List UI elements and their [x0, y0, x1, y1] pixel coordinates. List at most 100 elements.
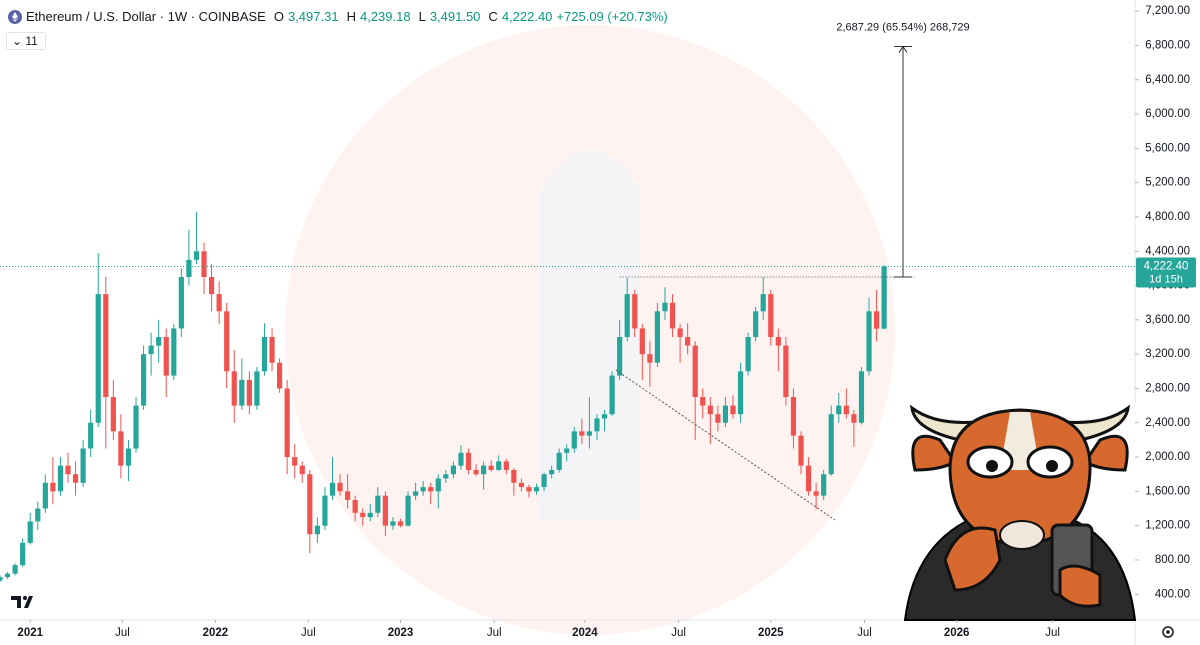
candle-body	[866, 311, 872, 372]
candle-body	[163, 337, 169, 376]
candle-body	[609, 375, 615, 415]
candle-body	[329, 482, 336, 496]
gear-center	[1166, 630, 1170, 634]
candle-body	[284, 388, 290, 458]
candle-body	[692, 345, 698, 398]
candle-body	[458, 452, 464, 466]
y-tick-label: 6,000.00	[1145, 108, 1190, 120]
candle-body	[669, 302, 676, 329]
candle-body	[783, 345, 789, 398]
candle-body	[685, 337, 691, 346]
candle-body	[110, 397, 116, 432]
candle-body	[851, 414, 857, 423]
indicator-count: 11	[25, 34, 38, 48]
candle-body	[450, 465, 456, 475]
candle-body	[420, 487, 426, 492]
candle-body	[0, 577, 3, 581]
candle-body	[148, 345, 154, 355]
candle-body	[216, 294, 222, 312]
candle-body	[745, 337, 751, 372]
plot: 2,687.29 (65.54%) 268,729	[0, 21, 1135, 583]
hand-left	[943, 526, 1002, 592]
x-tick-label: Jul	[671, 627, 686, 639]
indicators-toggle[interactable]: ⌄ 11	[6, 32, 46, 50]
candle-body	[828, 414, 834, 475]
candle-body	[367, 512, 373, 518]
candle-body	[858, 371, 865, 423]
candle-body	[254, 371, 260, 406]
ohlc-value: 3,497.31	[287, 9, 339, 24]
measure-label: 2,687.29 (65.54%) 268,729	[836, 21, 969, 33]
candle-body	[707, 405, 713, 415]
candle-body	[360, 512, 366, 518]
muzzle	[999, 520, 1045, 550]
candle-body	[564, 448, 570, 453]
candle-body	[571, 431, 577, 449]
logo-dot	[23, 596, 27, 600]
candle-body	[511, 469, 517, 483]
candle-body	[496, 461, 502, 470]
candle-body	[647, 354, 653, 363]
candle-body	[488, 465, 494, 470]
x-tick-label: 2022	[203, 627, 229, 639]
candle-body	[375, 495, 381, 513]
candle-body	[873, 311, 880, 329]
candle-body	[722, 405, 729, 423]
candle-body	[790, 397, 797, 436]
gear[interactable]	[1162, 626, 1174, 638]
candle-body	[594, 418, 600, 432]
candle-body	[518, 482, 525, 488]
candle-body	[715, 414, 721, 423]
candle-body	[481, 465, 487, 475]
settings-icon[interactable]	[1162, 626, 1174, 638]
candle-body	[224, 311, 230, 372]
x-tick-label: Jul	[487, 627, 502, 639]
change: +725.09 (+20.73%)	[556, 9, 668, 24]
candle-body	[193, 251, 200, 260]
x-tick-label: 2024	[572, 627, 598, 639]
candle-body	[20, 542, 26, 566]
candle-body	[35, 508, 41, 522]
candle-body	[178, 276, 184, 329]
candle-body	[821, 474, 827, 496]
x-tick-label: 2025	[758, 627, 784, 639]
candle-body	[397, 521, 404, 526]
candle-body	[798, 435, 804, 466]
candle-body	[95, 294, 101, 423]
ohlc-key: H	[346, 9, 356, 24]
price-tag	[1136, 257, 1196, 288]
candle-body	[843, 405, 849, 415]
candle-body	[526, 487, 532, 492]
candle-body	[405, 495, 411, 526]
candle-body	[269, 337, 275, 363]
x-tick-label: Jul	[1045, 627, 1060, 639]
candle-body	[473, 469, 479, 475]
candle-body	[413, 491, 419, 496]
candle-body	[836, 405, 842, 415]
candle-body	[156, 337, 162, 346]
y-tick-label: 4,800.00	[1145, 211, 1190, 223]
trend-line	[615, 369, 836, 521]
candle-body	[382, 495, 388, 526]
candle-body	[813, 491, 819, 496]
x-tick-label: 2021	[17, 627, 43, 639]
ohlc-key: C	[488, 9, 498, 24]
y-tick-label: 6,400.00	[1145, 74, 1190, 86]
symbol[interactable]: Ethereum / U.S. Dollar · 1W · COINBASE	[26, 9, 266, 24]
ohlc-value: 3,491.50	[429, 9, 481, 24]
candle-body	[133, 405, 139, 449]
ohlc-key: O	[273, 9, 284, 24]
candle-body	[639, 328, 645, 355]
candle-body	[299, 465, 305, 475]
ohlc-value: 4,222.40	[501, 9, 553, 24]
legend: Ethereum / U.S. Dollar · 1W · COINBASE O…	[8, 9, 668, 24]
candle-body	[760, 294, 766, 312]
candle-body	[314, 525, 320, 535]
candle-body	[768, 294, 774, 338]
candle-body	[435, 478, 441, 492]
candle-body	[428, 487, 434, 492]
y-tick-label: 1,200.00	[1145, 520, 1190, 532]
x-tick-label: Jul	[301, 627, 316, 639]
candle-body	[700, 397, 706, 406]
candle-body	[549, 469, 555, 475]
